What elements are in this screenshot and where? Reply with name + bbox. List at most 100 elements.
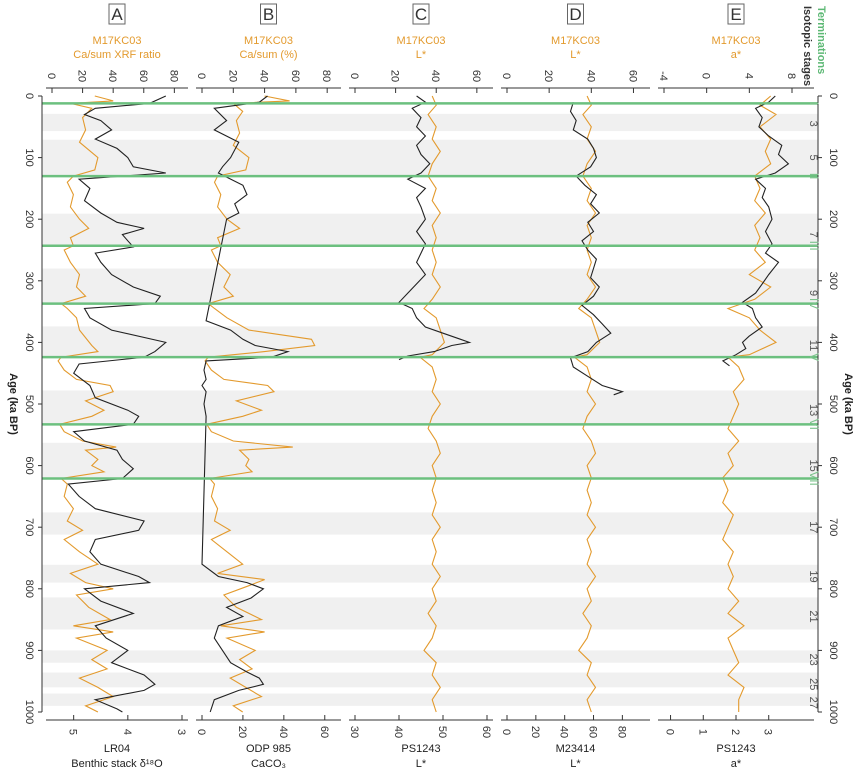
panel-D-letter: D (569, 5, 581, 24)
age-axis-title-right: Age (ka BP) (842, 373, 854, 435)
panel-B-bottom-name: ODP 985 (246, 743, 291, 755)
panel-B-top-tick-label-0: 0 (195, 73, 207, 79)
panel-B-bottom-tick-label-20: 20 (236, 726, 248, 738)
termination-label-IV: IV (807, 298, 821, 309)
stage-label-11: 11 (807, 340, 819, 351)
age-label-left-900: 900 (23, 641, 35, 659)
age-label-left-200: 200 (23, 210, 35, 228)
stage-label-19: 19 (807, 570, 819, 582)
panel-D-bottom-tick-label-0: 0 (500, 729, 512, 735)
panel-D-bottom-tick-label-20: 20 (529, 726, 541, 738)
stage-label-23: 23 (807, 654, 819, 666)
age-label-right-0: 0 (827, 93, 839, 99)
panel-B-series-black (201, 95, 291, 713)
panel-E-bottom-tick-label-2: 2 (729, 729, 741, 735)
panel-A-bottom-tick-label-5: 5 (67, 729, 79, 735)
age-label-right-600: 600 (827, 456, 839, 474)
stage-band-0 (42, 113, 818, 132)
age-label-left-0: 0 (23, 93, 35, 99)
panel-B-letter: B (263, 5, 274, 24)
panel-D-top-tick-label-0: 0 (500, 73, 512, 79)
panel-E-series-black (721, 95, 790, 367)
stage-label-7: 7 (807, 232, 819, 238)
panel-C-top-tick-label-40: 40 (429, 70, 441, 82)
age-label-left-800: 800 (23, 580, 35, 598)
stage-label-17: 17 (807, 521, 819, 533)
panel-C-top-tick-label-60: 60 (470, 70, 482, 82)
panel-D-top-tick-label-60: 60 (626, 70, 638, 82)
stage-band-8 (42, 564, 818, 583)
termination-label-VI: VI (807, 419, 821, 430)
panel-B-bottom-tick-label-40: 40 (277, 726, 289, 738)
panel-E-top-tick-label-4: 4 (742, 73, 754, 79)
termination-label-III: III (807, 241, 821, 251)
panel-B-bottom-label: CaCO₃ (251, 758, 286, 770)
panel-B-bottom-tick-label-0: 0 (195, 729, 207, 735)
age-label-right-200: 200 (827, 210, 839, 228)
panel-A-top-tick-label-20: 20 (76, 70, 88, 82)
panel-C-letter-box (412, 3, 430, 25)
panel-A-top-tick-label-40: 40 (106, 70, 118, 82)
panel-E-series-orange (722, 95, 778, 712)
panel-C-bottom-tick-label-60: 60 (480, 726, 492, 738)
panel-D-bottom-tick-label-40: 40 (558, 726, 570, 738)
stage-band-7 (42, 512, 818, 535)
panel-C-bottom-name: PS1243 (401, 743, 440, 755)
panel-D-letter-box (567, 3, 584, 25)
panel-E-top-tick-label--4: -4 (657, 71, 669, 81)
panel-D-bottom-tick-label-60: 60 (587, 726, 599, 738)
panel-D-bottom-name: M23414 (556, 743, 596, 755)
panel-E-top-label: a* (731, 49, 742, 61)
panel-E-letter: E (730, 5, 741, 24)
stage-band-9 (42, 597, 818, 630)
panel-B-top-tick-label-80: 80 (320, 70, 332, 82)
termination-label-I: I (807, 102, 821, 105)
panel-D-top-tick-label-20: 20 (542, 70, 554, 82)
panel-E-bottom-name: PS1243 (716, 743, 755, 755)
panel-B-bottom-tick-label-60: 60 (318, 726, 330, 738)
age-label-right-800: 800 (827, 580, 839, 598)
panel-labels: A M17KC03 Ca/sum XRF ratio LR04 Benthic stac… (71, 3, 827, 770)
age-label-right-900: 900 (827, 641, 839, 659)
terminations-header: Terminations (815, 6, 827, 74)
panel-C-bottom-label: L* (416, 758, 427, 770)
panel-B-top-tick-label-60: 60 (289, 70, 301, 82)
panel-C-letter: C (415, 5, 427, 24)
panel-C-series-orange (418, 95, 446, 713)
panel-E-bottom-tick-label-3: 3 (762, 729, 774, 735)
panel-A-top-tick-label-60: 60 (137, 70, 149, 82)
stage-label-15: 15 (807, 459, 819, 471)
panel-B-letter-box (260, 3, 277, 25)
panel-C-top-name: M17KC03 (397, 35, 446, 47)
age-label-right-400: 400 (827, 333, 839, 351)
panel-A-bottom-tick-label-4: 4 (121, 729, 133, 735)
age-axis-title-left: Age (ka BP) (7, 373, 19, 435)
stage-band-11 (42, 672, 818, 688)
panel-E-bottom-tick-label-1: 1 (696, 729, 708, 735)
panel-D-series-black (569, 102, 625, 396)
panel-A-series-black (67, 95, 167, 713)
isotopic-stages-header: Isotopic stages (801, 6, 813, 86)
panel-E-top-tick-label-8: 8 (785, 73, 797, 79)
termination-lines (42, 102, 818, 480)
panel-E-letter-box (727, 3, 745, 25)
age-label-left-1000: 1000 (23, 700, 35, 724)
age-label-left-100: 100 (23, 148, 35, 166)
stage-label-21: 21 (807, 610, 819, 622)
panel-D-top-label: L* (570, 49, 581, 61)
stage-band-3 (42, 268, 818, 304)
panel-D-top-name: M17KC03 (551, 35, 600, 47)
termination-label-VII: VII (807, 471, 821, 486)
panel-E-top-tick-label-0: 0 (700, 73, 712, 79)
panel-D-series-orange (573, 95, 601, 713)
panel-B-series-orange (204, 95, 316, 713)
panel-C-bottom-tick-label-30: 30 (348, 726, 360, 738)
age-label-right-700: 700 (827, 518, 839, 536)
age-label-left-300: 300 (23, 272, 35, 290)
stage-label-3: 3 (807, 121, 819, 127)
age-label-right-500: 500 (827, 395, 839, 413)
panel-C-bottom-tick-label-40: 40 (392, 726, 404, 738)
panel-D-bottom-tick-label-80: 80 (615, 726, 627, 738)
stage-label-25: 25 (807, 678, 819, 690)
